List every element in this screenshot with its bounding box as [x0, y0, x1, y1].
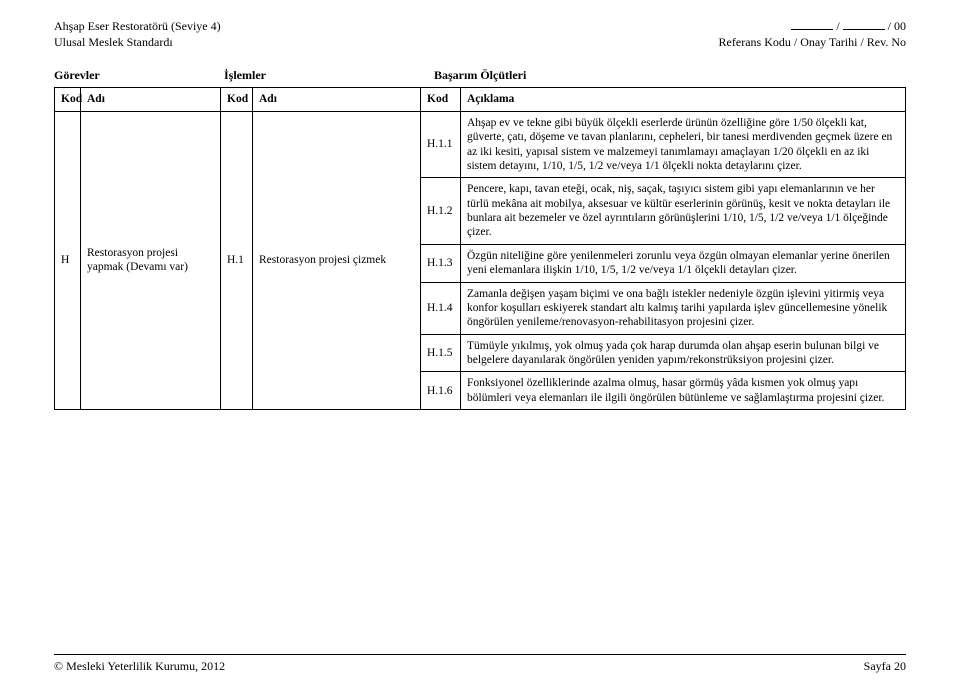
blank-field	[843, 20, 885, 30]
table-body: H Restorasyon projesi yapmak (Devamı var…	[55, 111, 906, 409]
label-basarim: Başarım Ölçütleri	[434, 68, 906, 83]
cell-lvl2-adi: Restorasyon projesi çizmek	[253, 111, 421, 409]
cell-row-text: Fonksiyonel özelliklerinde azalma olmuş,…	[461, 372, 906, 410]
cell-row-text: Zamanla değişen yaşam biçimi ve ona bağl…	[461, 282, 906, 334]
header-right-line1: / / 00	[719, 18, 906, 34]
label-gorevler: Görevler	[54, 68, 224, 83]
cell-row-kod: H.1.6	[421, 372, 461, 410]
header-right-line2: Referans Kodu / Onay Tarihi / Rev. No	[719, 34, 906, 50]
cell-row-kod: H.1.3	[421, 244, 461, 282]
th-kod1: Kod	[55, 88, 81, 111]
label-islemler: İşlemler	[224, 68, 434, 83]
footer-left: © Mesleki Yeterlilik Kurumu, 2012	[54, 659, 225, 674]
cell-row-kod: H.1.5	[421, 334, 461, 372]
cell-row-text: Özgün niteliğine göre yenilenmeleri zoru…	[461, 244, 906, 282]
criteria-table: Kod Adı Kod Adı Kod Açıklama H Restorasy…	[54, 87, 906, 410]
th-aciklama: Açıklama	[461, 88, 906, 111]
cell-row-text: Pencere, kapı, tavan eteği, ocak, niş, s…	[461, 178, 906, 245]
header-left-line2: Ulusal Meslek Standardı	[54, 34, 221, 50]
cell-row-kod: H.1.4	[421, 282, 461, 334]
th-adi2: Adı	[253, 88, 421, 111]
th-kod3: Kod	[421, 88, 461, 111]
table-row: H Restorasyon projesi yapmak (Devamı var…	[55, 111, 906, 178]
cell-row-kod: H.1.1	[421, 111, 461, 178]
cell-lvl1-kod: H	[55, 111, 81, 409]
cell-lvl1-adi: Restorasyon projesi yapmak (Devamı var)	[81, 111, 221, 409]
header-right-line1-suffix: / 00	[885, 19, 906, 33]
blank-field	[791, 20, 833, 30]
page-footer: © Mesleki Yeterlilik Kurumu, 2012 Sayfa …	[54, 654, 906, 674]
cell-lvl2-kod: H.1	[221, 111, 253, 409]
header-right: / / 00 Referans Kodu / Onay Tarihi / Rev…	[719, 18, 906, 50]
th-adi1: Adı	[81, 88, 221, 111]
page: Ahşap Eser Restoratörü (Seviye 4) Ulusal…	[0, 0, 960, 688]
th-kod2: Kod	[221, 88, 253, 111]
cell-row-kod: H.1.2	[421, 178, 461, 245]
header-left-line1: Ahşap Eser Restoratörü (Seviye 4)	[54, 18, 221, 34]
page-header: Ahşap Eser Restoratörü (Seviye 4) Ulusal…	[54, 18, 906, 50]
table-head: Kod Adı Kod Adı Kod Açıklama	[55, 88, 906, 111]
cell-row-text: Tümüyle yıkılmış, yok olmuş yada çok har…	[461, 334, 906, 372]
header-left: Ahşap Eser Restoratörü (Seviye 4) Ulusal…	[54, 18, 221, 50]
table-head-row: Kod Adı Kod Adı Kod Açıklama	[55, 88, 906, 111]
section-labels: Görevler İşlemler Başarım Ölçütleri	[54, 68, 906, 83]
footer-right: Sayfa 20	[864, 659, 906, 674]
cell-row-text: Ahşap ev ve tekne gibi büyük ölçekli ese…	[461, 111, 906, 178]
